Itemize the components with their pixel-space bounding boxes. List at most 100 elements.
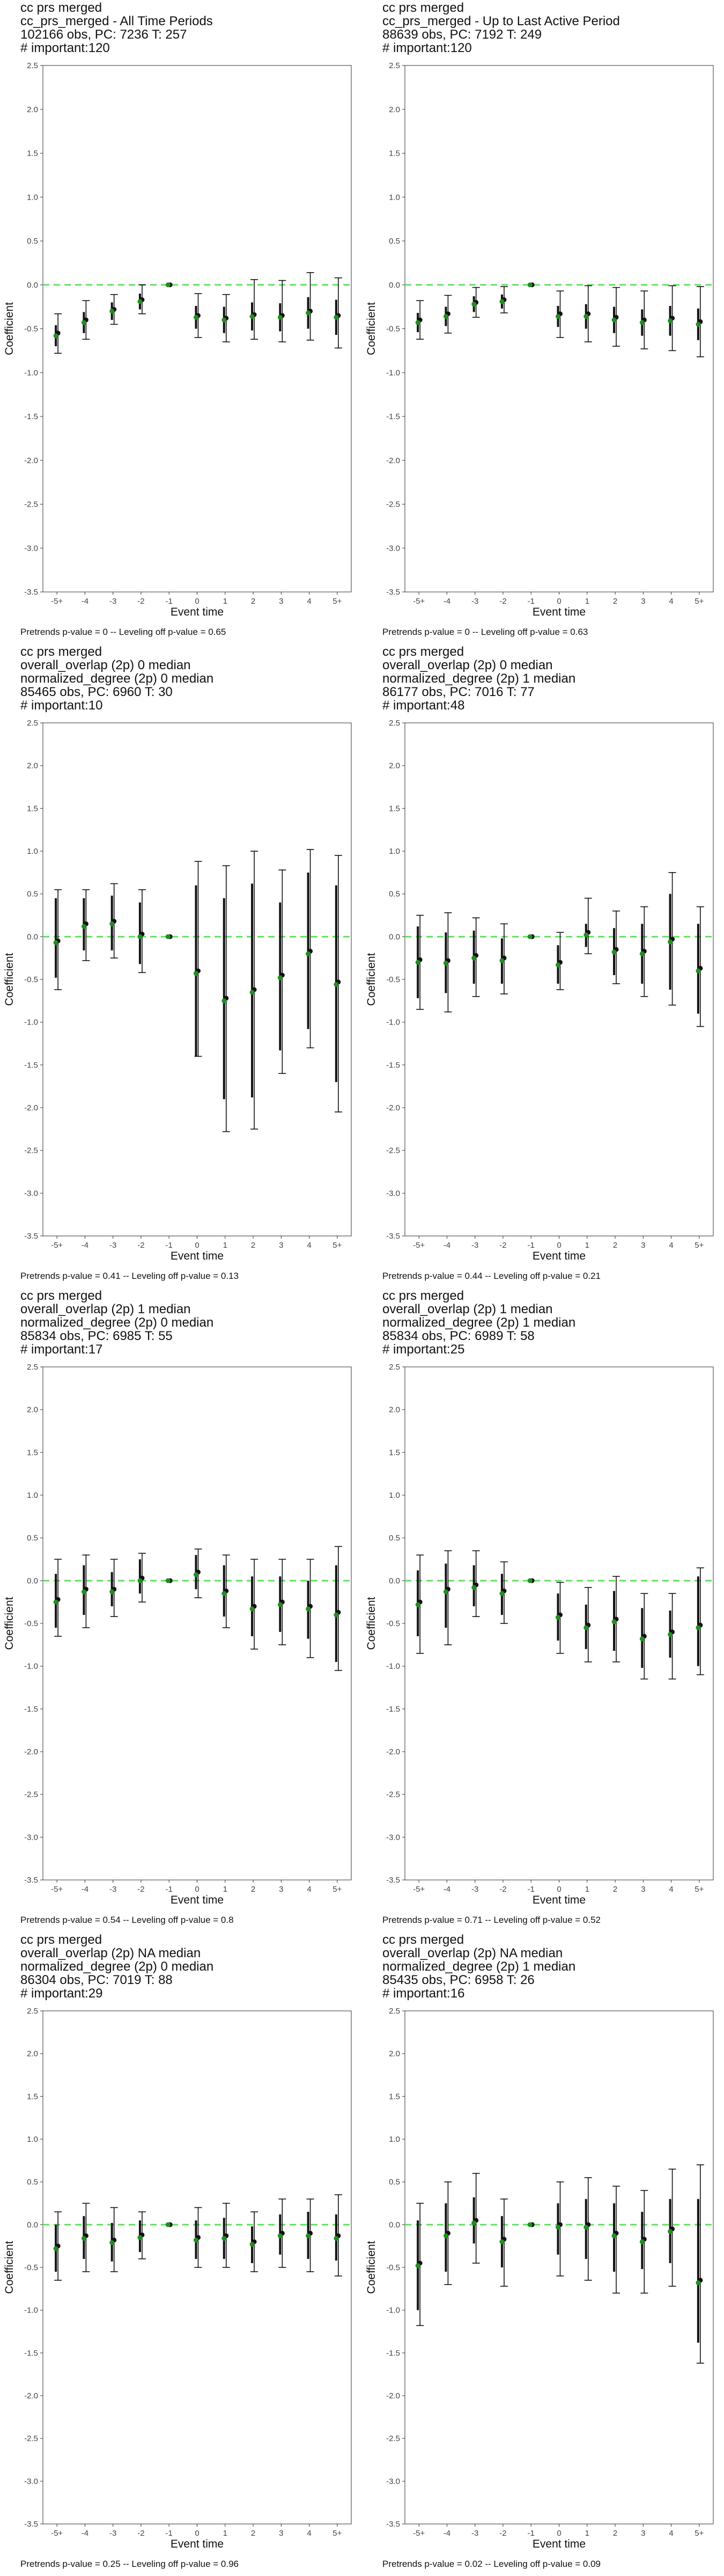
estimate-point-alt [556, 2224, 560, 2230]
chart-title-line: overall_overlap (2p) 1 median [382, 1302, 553, 1316]
x-tick-label: 1 [585, 1885, 589, 1894]
estimate-point-alt [696, 1625, 701, 1630]
estimate-point-alt [334, 2236, 339, 2241]
estimate-point-alt [611, 1619, 617, 1624]
x-tick-label: 0 [195, 597, 199, 606]
chart-title-line: # important:120 [20, 41, 110, 55]
x-tick-label: 4 [307, 1241, 311, 1250]
y-tick-label: 0.0 [27, 932, 38, 941]
y-tick-label: 1.5 [27, 149, 38, 158]
estimate-point-alt [277, 975, 283, 980]
estimate-point-alt [611, 317, 617, 323]
x-tick-label: -1 [528, 1885, 535, 1894]
chart-title-line: # important:17 [20, 1342, 102, 1357]
x-tick-label: -5+ [51, 1885, 63, 1894]
plot-frame [404, 65, 714, 592]
estimate-point-alt [556, 1615, 560, 1620]
y-tick-label: 2.5 [27, 719, 38, 728]
y-tick-label: -2.0 [24, 456, 38, 465]
y-tick-label: 1.0 [389, 847, 400, 856]
y-tick-label: -2.5 [24, 2434, 38, 2443]
x-tick-label: -5+ [413, 1885, 425, 1894]
y-tick-label: -1.0 [386, 1662, 400, 1671]
x-tick-label: 1 [585, 1241, 589, 1250]
x-tick-label: 3 [279, 2529, 283, 2538]
y-tick-label: -3.5 [24, 2520, 38, 2529]
y-tick-label: -2.0 [386, 1747, 400, 1757]
x-tick-label: 0 [195, 2529, 199, 2538]
y-tick-label: 0.0 [389, 932, 400, 941]
chart-title-line: overall_overlap (2p) 0 median [382, 658, 553, 672]
estimate-point-alt [639, 2239, 645, 2244]
y-tick-label: 1.0 [27, 193, 38, 202]
estimate-point-alt [249, 990, 255, 995]
chart-title-line: cc_prs_merged - Up to Last Active Period [382, 14, 620, 28]
plot-frame [404, 2010, 714, 2524]
x-tick-label: -3 [109, 1241, 116, 1250]
chart-title-line: # important:29 [20, 1986, 102, 2001]
y-axis-label: Coefficient [365, 2241, 378, 2294]
y-tick-label: -1.0 [386, 368, 400, 377]
estimate-point-alt [527, 934, 533, 939]
estimate-point-alt [137, 1578, 143, 1583]
x-axis-label: Event time [171, 2538, 224, 2550]
estimate-point-alt [165, 934, 171, 939]
estimate-point-alt [249, 1606, 255, 1612]
y-tick-label: 1.0 [389, 193, 400, 202]
y-tick-label: -2.0 [386, 1103, 400, 1113]
y-tick-label: 1.5 [27, 2092, 38, 2101]
estimate-point-alt [583, 1625, 589, 1630]
chart-title-line: cc prs merged [20, 1, 102, 15]
estimate-point-alt [165, 1578, 171, 1583]
estimate-point-alt [443, 1589, 448, 1594]
y-tick-label: -0.5 [24, 325, 38, 334]
y-tick-label: 0.0 [27, 2220, 38, 2229]
y-tick-label: -1.5 [24, 1060, 38, 1070]
x-tick-label: 5+ [333, 1241, 342, 1250]
y-axis-label: Coefficient [3, 302, 16, 355]
y-tick-label: 1.5 [389, 149, 400, 158]
x-tick-label: -5+ [413, 2529, 425, 2538]
x-tick-label: 3 [641, 1241, 645, 1250]
plot-frame [42, 1366, 352, 1880]
chart-title-line: cc prs merged [20, 1933, 102, 1947]
estimate-point-alt [81, 320, 86, 325]
x-tick-label: 5+ [695, 1885, 704, 1894]
x-tick-label: -4 [444, 2529, 450, 2538]
y-tick-label: -0.5 [24, 975, 38, 984]
y-tick-label: 0.5 [389, 890, 400, 899]
estimate-point-alt [556, 314, 560, 319]
estimate-point-alt [306, 310, 311, 316]
x-axis-label: Event time [171, 1250, 224, 1262]
chart-title-line: 88639 obs, PC: 7192 T: 249 [382, 27, 542, 42]
chart-footnote: Pretrends p-value = 0.54 -- Leveling off… [20, 1915, 234, 1925]
x-tick-label: -4 [82, 597, 88, 606]
x-tick-label: -2 [137, 597, 144, 606]
estimate-point-alt [443, 961, 448, 966]
estimate-point-alt [583, 314, 589, 319]
y-tick-label: -3.5 [24, 1232, 38, 1241]
y-tick-label: -0.5 [386, 325, 400, 334]
y-tick-label: -1.0 [24, 368, 38, 377]
x-tick-label: -5+ [51, 597, 63, 606]
estimate-point-alt [109, 309, 115, 314]
chart-title-line: 102166 obs, PC: 7236 T: 257 [20, 27, 187, 42]
y-tick-label: -2.0 [24, 2391, 38, 2401]
x-tick-label: 0 [195, 1241, 199, 1250]
estimate-point-alt [137, 299, 143, 304]
y-tick-label: -3.0 [386, 1189, 400, 1198]
x-tick-label: 1 [223, 1885, 227, 1894]
estimate-point-alt [639, 1636, 645, 1642]
y-tick-label: 0.5 [27, 890, 38, 899]
chart-title-line: # important:10 [20, 698, 102, 713]
y-axis-label: Coefficient [365, 302, 378, 355]
y-tick-label: -1.0 [386, 1018, 400, 1027]
y-tick-label: 1.0 [27, 1491, 38, 1500]
x-tick-label: -3 [471, 597, 478, 606]
x-tick-label: -4 [82, 2529, 88, 2538]
estimate-point-alt [443, 2233, 448, 2238]
x-tick-label: -1 [528, 2529, 535, 2538]
